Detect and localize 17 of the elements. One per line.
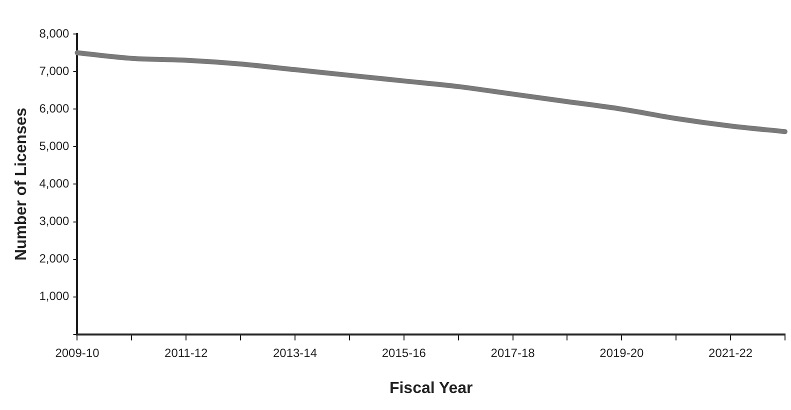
x-tick-label: 2021-22 (708, 346, 753, 360)
y-tick-label: 5,000 (39, 138, 70, 153)
y-tick-label: 7,000 (39, 64, 70, 78)
x-tick-label: 2009-10 (55, 346, 100, 360)
x-tick-label: 2019-20 (600, 346, 644, 360)
x-tick-label: 2013-14 (272, 346, 318, 360)
y-axis-title: Number of Licenses (13, 108, 30, 261)
y-tick-label: 8,000 (39, 26, 70, 40)
x-tick-label: 2015-16 (382, 346, 426, 360)
y-tick-label: 1,000 (39, 289, 70, 304)
y-tick-label: 3,000 (39, 214, 70, 228)
x-tick-label: 2017-18 (490, 346, 536, 360)
y-tick-label: 4,000 (39, 176, 70, 191)
x-axis-title: Fiscal Year (389, 380, 473, 397)
y-tick-label: 2,000 (39, 252, 70, 266)
y-tick-label: 6,000 (39, 101, 70, 116)
x-tick-label: 2011-12 (164, 346, 208, 360)
